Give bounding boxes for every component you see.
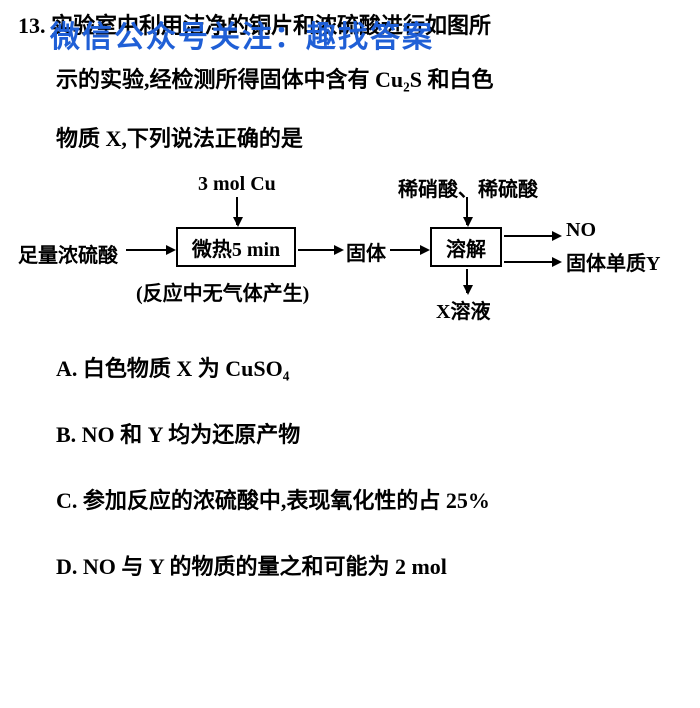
node-box1: 微热5 min — [176, 227, 296, 267]
option-d: D. NO 与 Y 的物质的量之和可能为 2 mol — [18, 549, 682, 581]
node-note1: (反应中无气体产生) — [136, 277, 309, 306]
arrow-left-to-box1 — [126, 249, 174, 251]
arrow-top2-down — [466, 197, 468, 225]
option-c: C. 参加反应的浓硫酸中,表现氧化性的占 25% — [18, 483, 682, 515]
watermark-text: 微信公众号关注：趣找答案 — [50, 12, 434, 56]
node-box2: 溶解 — [430, 227, 502, 267]
option-a: A. 白色物质 X 为 CuSO₄ — [18, 351, 682, 383]
question-number: 13. — [18, 13, 46, 38]
arrow-box2-to-y — [504, 261, 560, 263]
arrow-box1-to-mid — [298, 249, 342, 251]
flow-diagram: 足量浓硫酸 3 mol Cu 微热5 min (反应中无气体产生) 固体 稀硝酸… — [18, 173, 658, 333]
arrow-top1-down — [236, 197, 238, 225]
question-line-2: 示的实验,经检测所得固体中含有 Cu₂S 和白色 — [18, 63, 682, 96]
arrow-mid-to-box2 — [390, 249, 428, 251]
question-content: 13. 实验室中利用洁净的铜片和浓硫酸进行如图所 示的实验,经检测所得固体中含有… — [0, 0, 700, 589]
node-mid: 固体 — [346, 237, 386, 266]
arrow-box2-down — [466, 269, 468, 293]
node-top1: 3 mol Cu — [198, 173, 276, 196]
node-out-no: NO — [566, 219, 596, 242]
option-b: B. NO 和 Y 均为还原产物 — [18, 417, 682, 449]
question-line-3: 物质 X,下列说法正确的是 — [18, 122, 682, 155]
node-top2: 稀硝酸、稀硫酸 — [398, 173, 538, 202]
node-out-y: 固体单质Y — [566, 247, 660, 276]
arrow-box2-to-no — [504, 235, 560, 237]
node-bottom2: X溶液 — [436, 295, 490, 324]
node-input-left: 足量浓硫酸 — [18, 239, 118, 268]
